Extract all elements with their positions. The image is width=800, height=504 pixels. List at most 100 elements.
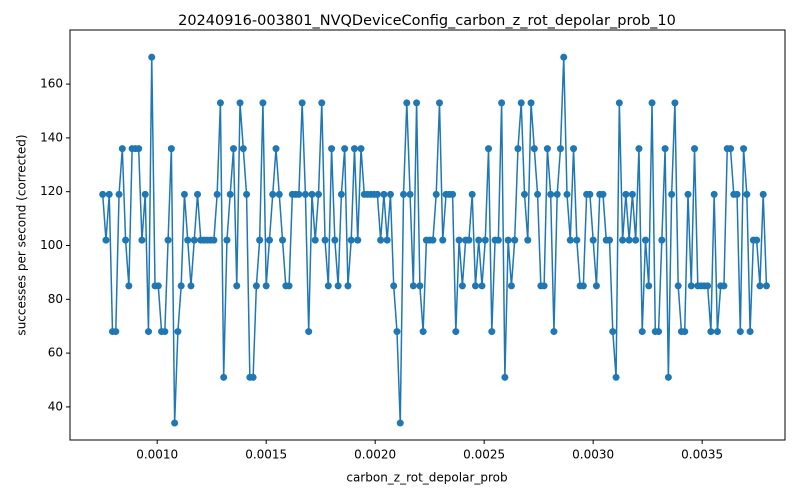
point [229,145,237,153]
point [762,282,770,290]
point [687,282,695,290]
point [664,373,672,381]
point [144,328,152,336]
point [478,282,486,290]
y-axis-label: successes per second (corrected) [15,134,29,335]
point [530,145,538,153]
point [220,373,228,381]
point [236,99,244,107]
point [311,236,319,244]
point [118,145,126,153]
x-tick-label: 0.0010 [136,448,178,462]
y-tick-label: 40 [48,399,63,413]
point [416,282,424,290]
point [350,145,358,153]
point [674,282,682,290]
point [524,236,532,244]
point [233,282,241,290]
point [377,236,385,244]
point [243,190,251,198]
point [691,145,699,153]
point [504,236,512,244]
point [625,236,633,244]
point [174,328,182,336]
point [400,190,408,198]
point [409,282,417,290]
point [396,419,404,427]
point [337,190,345,198]
point [419,328,427,336]
point [609,328,617,336]
x-tick-label: 0.0025 [463,448,505,462]
point [164,236,172,244]
point [435,99,443,107]
point [161,328,169,336]
y-tick-label: 140 [40,130,63,144]
point [328,145,336,153]
point [347,236,355,244]
point [177,282,185,290]
point [413,99,421,107]
point [759,190,767,198]
point [275,190,283,198]
point [550,328,558,336]
point [534,190,542,198]
point [262,282,270,290]
point [710,190,718,198]
point [736,328,744,336]
point [403,99,411,107]
point [681,328,689,336]
point [112,328,120,336]
y-tick-label: 120 [40,184,63,198]
point [334,282,342,290]
x-tick-label: 0.0015 [245,448,287,462]
point [615,99,623,107]
point [645,282,653,290]
point [641,236,649,244]
point [619,236,627,244]
point [105,190,113,198]
point [543,145,551,153]
point [704,282,712,290]
point [305,328,313,336]
point [190,236,198,244]
point [180,190,188,198]
point [475,236,483,244]
point [102,236,110,244]
point [507,282,515,290]
x-tick-label: 0.0030 [572,448,614,462]
point [354,236,362,244]
point [432,190,440,198]
point [579,282,587,290]
point [570,145,578,153]
point [488,328,496,336]
point [184,236,192,244]
point [628,190,636,198]
point [494,236,502,244]
point [148,53,156,61]
point [720,282,728,290]
point [285,282,293,290]
point [713,328,721,336]
point [138,236,146,244]
point [485,145,493,153]
point [272,145,280,153]
x-axis-label: carbon_z_rot_depolar_prob [346,471,507,485]
point [455,236,463,244]
point [324,282,332,290]
point [357,145,365,153]
point [194,190,202,198]
point [563,190,571,198]
point [622,190,630,198]
point [406,190,414,198]
point [606,236,614,244]
point [135,145,143,153]
point [468,190,476,198]
point [517,99,525,107]
point [187,282,195,290]
point [386,190,394,198]
point [252,282,260,290]
point [638,328,646,336]
point [648,99,656,107]
point [592,282,600,290]
